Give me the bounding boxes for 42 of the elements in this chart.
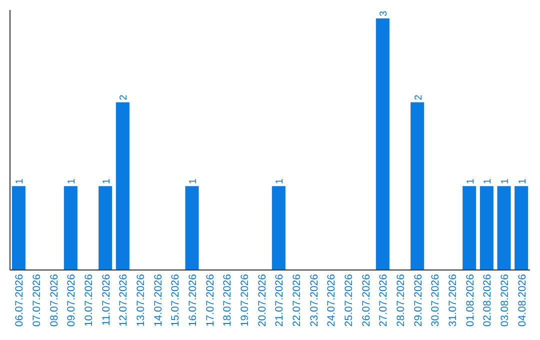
x-tick-label: 19.07.2026 bbox=[239, 274, 251, 327]
x-tick-label: 22.07.2026 bbox=[291, 274, 303, 327]
x-tick-label: 15.07.2026 bbox=[170, 274, 182, 327]
x-tick-label: 21.07.2026 bbox=[274, 274, 286, 327]
x-tick-label: 11.07.2026 bbox=[100, 274, 112, 326]
x-tick-label: 09.07.2026 bbox=[66, 274, 78, 327]
x-tick-label: 26.07.2026 bbox=[360, 274, 372, 327]
x-tick-label: 03.08.2026 bbox=[499, 274, 511, 327]
data-label: 3 bbox=[378, 10, 390, 16]
data-label: 2 bbox=[413, 94, 424, 100]
x-tick-label: 28.07.2026 bbox=[395, 274, 407, 327]
data-label: 1 bbox=[66, 178, 78, 184]
x-tick-label: 08.07.2026 bbox=[48, 274, 60, 327]
x-tick-label: 18.07.2026 bbox=[222, 274, 234, 327]
x-tick-label: 16.07.2026 bbox=[187, 274, 199, 327]
x-tick-label: 12.07.2026 bbox=[118, 274, 130, 327]
x-tick-label: 10.07.2026 bbox=[83, 274, 95, 327]
x-tick-label: 07.07.2026 bbox=[31, 274, 43, 327]
data-label: 1 bbox=[482, 178, 494, 184]
x-tick-label: 13.07.2026 bbox=[135, 274, 147, 327]
x-tick-label: 20.07.2026 bbox=[256, 274, 268, 327]
data-label: 1 bbox=[517, 178, 528, 184]
x-tick-label: 29.07.2026 bbox=[412, 274, 424, 327]
x-tick-label: 17.07.2026 bbox=[204, 274, 216, 327]
data-label: 1 bbox=[274, 178, 286, 184]
x-tick-label: 31.07.2026 bbox=[447, 274, 459, 327]
x-tick-label: 27.07.2026 bbox=[378, 274, 390, 327]
x-tick-label: 02.08.2026 bbox=[482, 274, 494, 327]
x-tick-label: 01.08.2026 bbox=[464, 274, 476, 327]
data-label: 1 bbox=[14, 178, 26, 184]
data-label: 1 bbox=[500, 178, 511, 184]
x-tick-label: 30.07.2026 bbox=[430, 274, 442, 327]
x-tick-label: 25.07.2026 bbox=[343, 274, 355, 327]
data-label: 1 bbox=[465, 178, 476, 184]
x-tick-label: 24.07.2026 bbox=[326, 274, 338, 327]
x-tick-label: 06.07.2026 bbox=[14, 274, 26, 327]
data-label: 1 bbox=[101, 178, 112, 184]
x-tick-label: 14.07.2026 bbox=[152, 274, 164, 327]
data-label: 1 bbox=[188, 178, 199, 184]
data-label: 2 bbox=[118, 94, 130, 100]
x-tick-label: 04.08.2026 bbox=[516, 274, 528, 327]
x-tick-label: 23.07.2026 bbox=[308, 274, 320, 327]
